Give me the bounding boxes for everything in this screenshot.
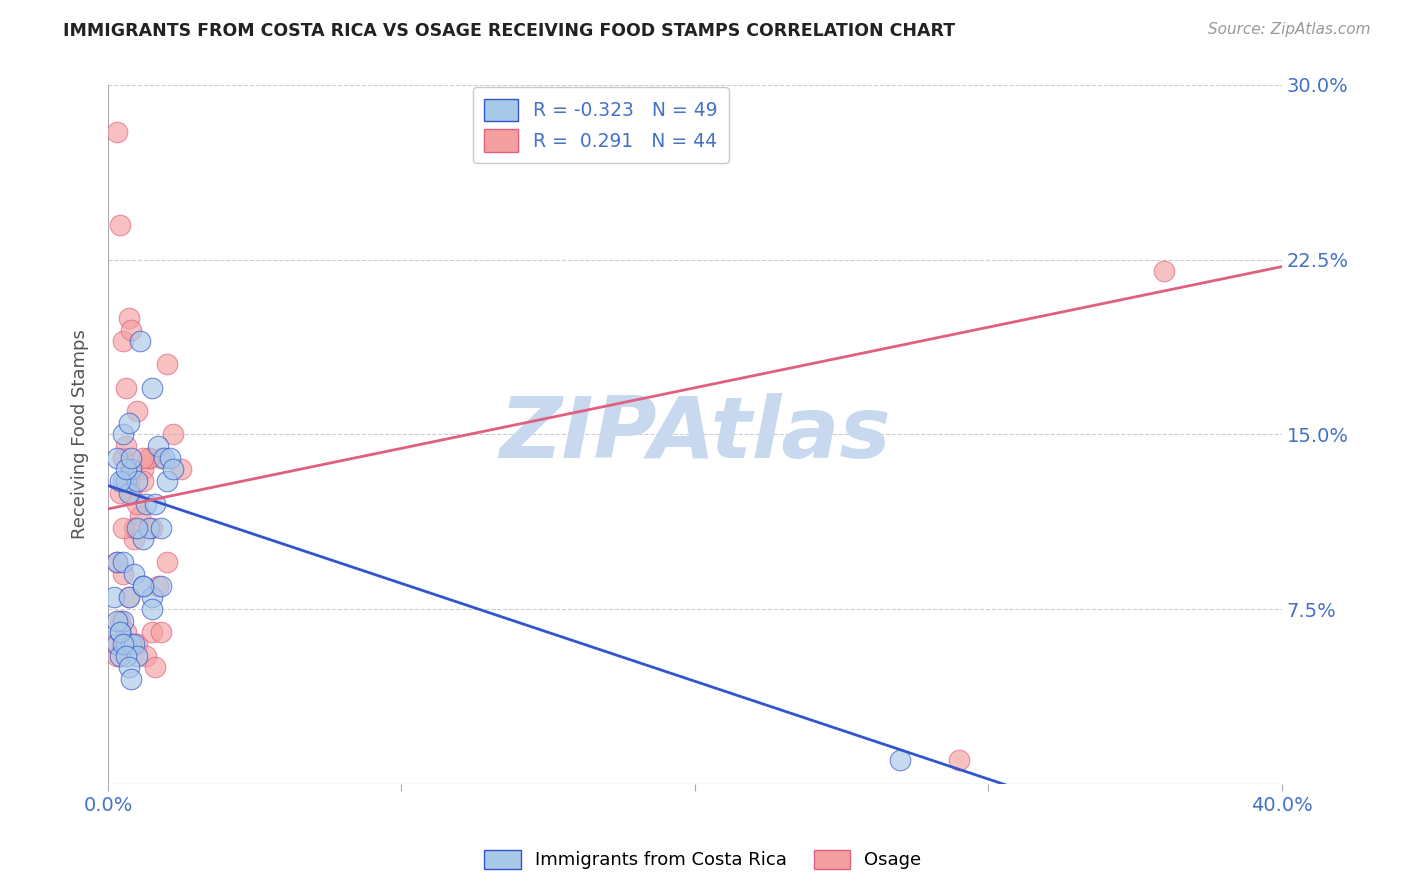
Point (124, 637, 146, 651)
Point (105, 556, 128, 570)
Point (156, 556, 179, 570)
Point (149, 579, 172, 593)
Point (108, 648, 131, 663)
Point (948, 754, 970, 768)
Point (149, 450, 172, 465)
Point (1153, 264, 1175, 278)
Point (132, 474, 155, 488)
Point (103, 591, 125, 605)
Text: IMMIGRANTS FROM COSTA RICA VS OSAGE RECEIVING FOOD STAMPS CORRELATION CHART: IMMIGRANTS FROM COSTA RICA VS OSAGE RECE… (63, 22, 956, 40)
Point (170, 462, 193, 476)
Text: ZIPAtlas: ZIPAtlas (499, 392, 891, 475)
Point (149, 625, 172, 640)
Point (111, 567, 134, 582)
Point (117, 591, 139, 605)
Point (132, 579, 155, 593)
Point (162, 427, 184, 442)
Point (121, 672, 143, 686)
Point (108, 474, 131, 488)
Point (105, 450, 128, 465)
Point (111, 614, 134, 628)
Point (152, 450, 174, 465)
Point (114, 381, 136, 395)
Legend: R = -0.323   N = 49, R =  0.291   N = 44: R = -0.323 N = 49, R = 0.291 N = 44 (472, 87, 728, 163)
Point (108, 614, 131, 628)
Point (127, 637, 149, 651)
Y-axis label: Receiving Food Stamps: Receiving Food Stamps (72, 329, 89, 540)
Point (135, 648, 157, 663)
Point (124, 520, 146, 534)
Point (132, 462, 155, 476)
Point (132, 450, 155, 465)
Point (108, 625, 131, 640)
Point (114, 648, 136, 663)
Point (146, 439, 169, 453)
Point (108, 485, 131, 500)
Point (114, 625, 136, 640)
Point (127, 404, 149, 418)
Point (121, 485, 143, 500)
Point (114, 439, 136, 453)
Point (117, 591, 139, 605)
Point (121, 462, 143, 476)
Point (105, 637, 128, 651)
Point (143, 497, 166, 511)
Legend: Immigrants from Costa Rica, Osage: Immigrants from Costa Rica, Osage (475, 841, 931, 879)
Point (141, 602, 163, 616)
Point (124, 532, 146, 546)
Point (141, 625, 163, 640)
Point (117, 416, 139, 430)
Point (111, 474, 134, 488)
Point (111, 450, 134, 465)
Point (127, 474, 149, 488)
Point (146, 579, 169, 593)
Point (117, 485, 139, 500)
Point (127, 497, 149, 511)
Point (129, 508, 152, 523)
Point (138, 450, 160, 465)
Point (121, 637, 143, 651)
Point (127, 648, 149, 663)
Point (111, 427, 134, 442)
Point (117, 310, 139, 325)
Point (105, 614, 128, 628)
Point (111, 520, 134, 534)
Point (105, 556, 128, 570)
Point (138, 450, 160, 465)
Point (111, 556, 134, 570)
Point (117, 474, 139, 488)
Point (149, 520, 172, 534)
Point (889, 754, 911, 768)
Point (114, 637, 136, 651)
Point (114, 474, 136, 488)
Point (138, 520, 160, 534)
Point (159, 450, 181, 465)
Point (121, 450, 143, 465)
Point (111, 637, 134, 651)
Point (121, 322, 143, 336)
Point (103, 637, 125, 651)
Point (121, 462, 143, 476)
Point (132, 532, 155, 546)
Text: Source: ZipAtlas.com: Source: ZipAtlas.com (1208, 22, 1371, 37)
Point (141, 520, 163, 534)
Point (141, 381, 163, 395)
Point (117, 660, 139, 674)
Point (132, 579, 155, 593)
Point (108, 625, 131, 640)
Point (124, 567, 146, 582)
Point (129, 334, 152, 348)
Point (114, 462, 136, 476)
Point (111, 334, 134, 348)
Point (143, 660, 166, 674)
Point (162, 462, 184, 476)
Point (105, 124, 128, 138)
Point (156, 358, 179, 372)
Point (105, 648, 128, 663)
Point (141, 591, 163, 605)
Point (108, 218, 131, 232)
Point (156, 474, 179, 488)
Point (135, 497, 157, 511)
Point (127, 520, 149, 534)
